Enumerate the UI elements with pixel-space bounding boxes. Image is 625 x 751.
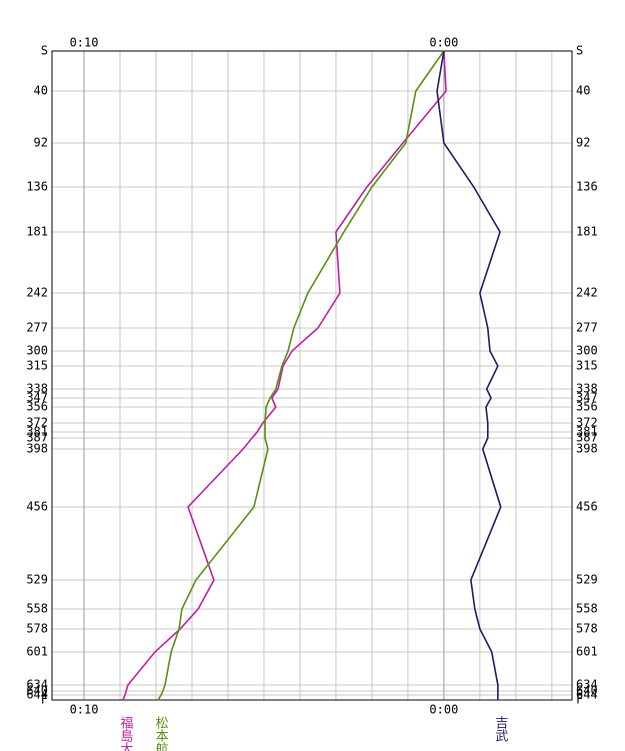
y-tick-label: 356 [576,400,598,414]
y-tick-label: 242 [576,286,598,300]
y-tick-label: 644 [576,688,598,702]
y-tick-label: 634 [576,678,598,692]
y-tick-label: 381 [576,425,598,439]
y-tick-label: 277 [26,321,48,335]
y-tick-label: 578 [576,622,598,636]
y-tick-label: 398 [576,442,598,456]
y-tick-label: 381 [26,425,48,439]
y-tick-label: 40 [576,84,590,98]
series-line [436,50,502,700]
y-tick-label: 242 [26,286,48,300]
series-name: 松本航 [153,716,169,751]
y-tick-label: 136 [576,180,598,194]
y-tick-label: 456 [576,500,598,514]
y-tick-label: 315 [26,359,48,373]
y-tick-label: S [41,44,48,58]
y-tick-label: S [576,44,583,58]
plot-border [51,50,573,701]
y-tick-label: 529 [576,573,598,587]
y-tick-label: 601 [576,645,598,659]
y-tick-label: 181 [576,225,598,239]
y-tick-label: 300 [26,344,48,358]
y-tick-label: F [41,693,48,707]
y-tick-label: 372 [576,416,598,430]
y-tick-label: 387 [576,431,598,445]
y-tick-label: 338 [576,382,598,396]
y-tick-label: 640 [26,684,48,698]
y-tick-label: 92 [34,136,48,150]
series-line [122,50,447,701]
y-tick-label: 92 [576,136,590,150]
y-tick-label: 398 [26,442,48,456]
y-tick-label: 456 [26,500,48,514]
y-tick-label: 40 [34,84,48,98]
y-tick-label: 347 [576,391,598,405]
series-line [157,50,445,701]
y-tick-label: 372 [26,416,48,430]
y-tick-label: 315 [576,359,598,373]
y-tick-label: 277 [576,321,598,335]
y-tick-label: 529 [26,573,48,587]
y-tick-label: 338 [26,382,48,396]
y-tick-label: 356 [26,400,48,414]
y-tick-label: 300 [576,344,598,358]
x-tick-label: 0:00 [429,36,458,50]
plot-area [51,50,573,701]
y-tick-label: 136 [26,180,48,194]
y-tick-label: 640 [576,684,598,698]
y-tick-label: 644 [26,688,48,702]
y-tick-label: 347 [26,391,48,405]
x-tick-label: 0:00 [429,703,458,717]
y-tick-label: 387 [26,431,48,445]
y-tick-label: 601 [26,645,48,659]
x-tick-label: 0:10 [70,36,99,50]
x-tick-label: 0:10 [70,703,99,717]
y-tick-label: 558 [26,602,48,616]
series-name: 福島大 [117,716,133,751]
y-tick-label: F [576,693,583,707]
y-tick-label: 181 [26,225,48,239]
y-tick-label: 578 [26,622,48,636]
y-tick-label: 634 [26,678,48,692]
y-tick-label: 558 [576,602,598,616]
series-name: 吉武 [492,716,508,742]
